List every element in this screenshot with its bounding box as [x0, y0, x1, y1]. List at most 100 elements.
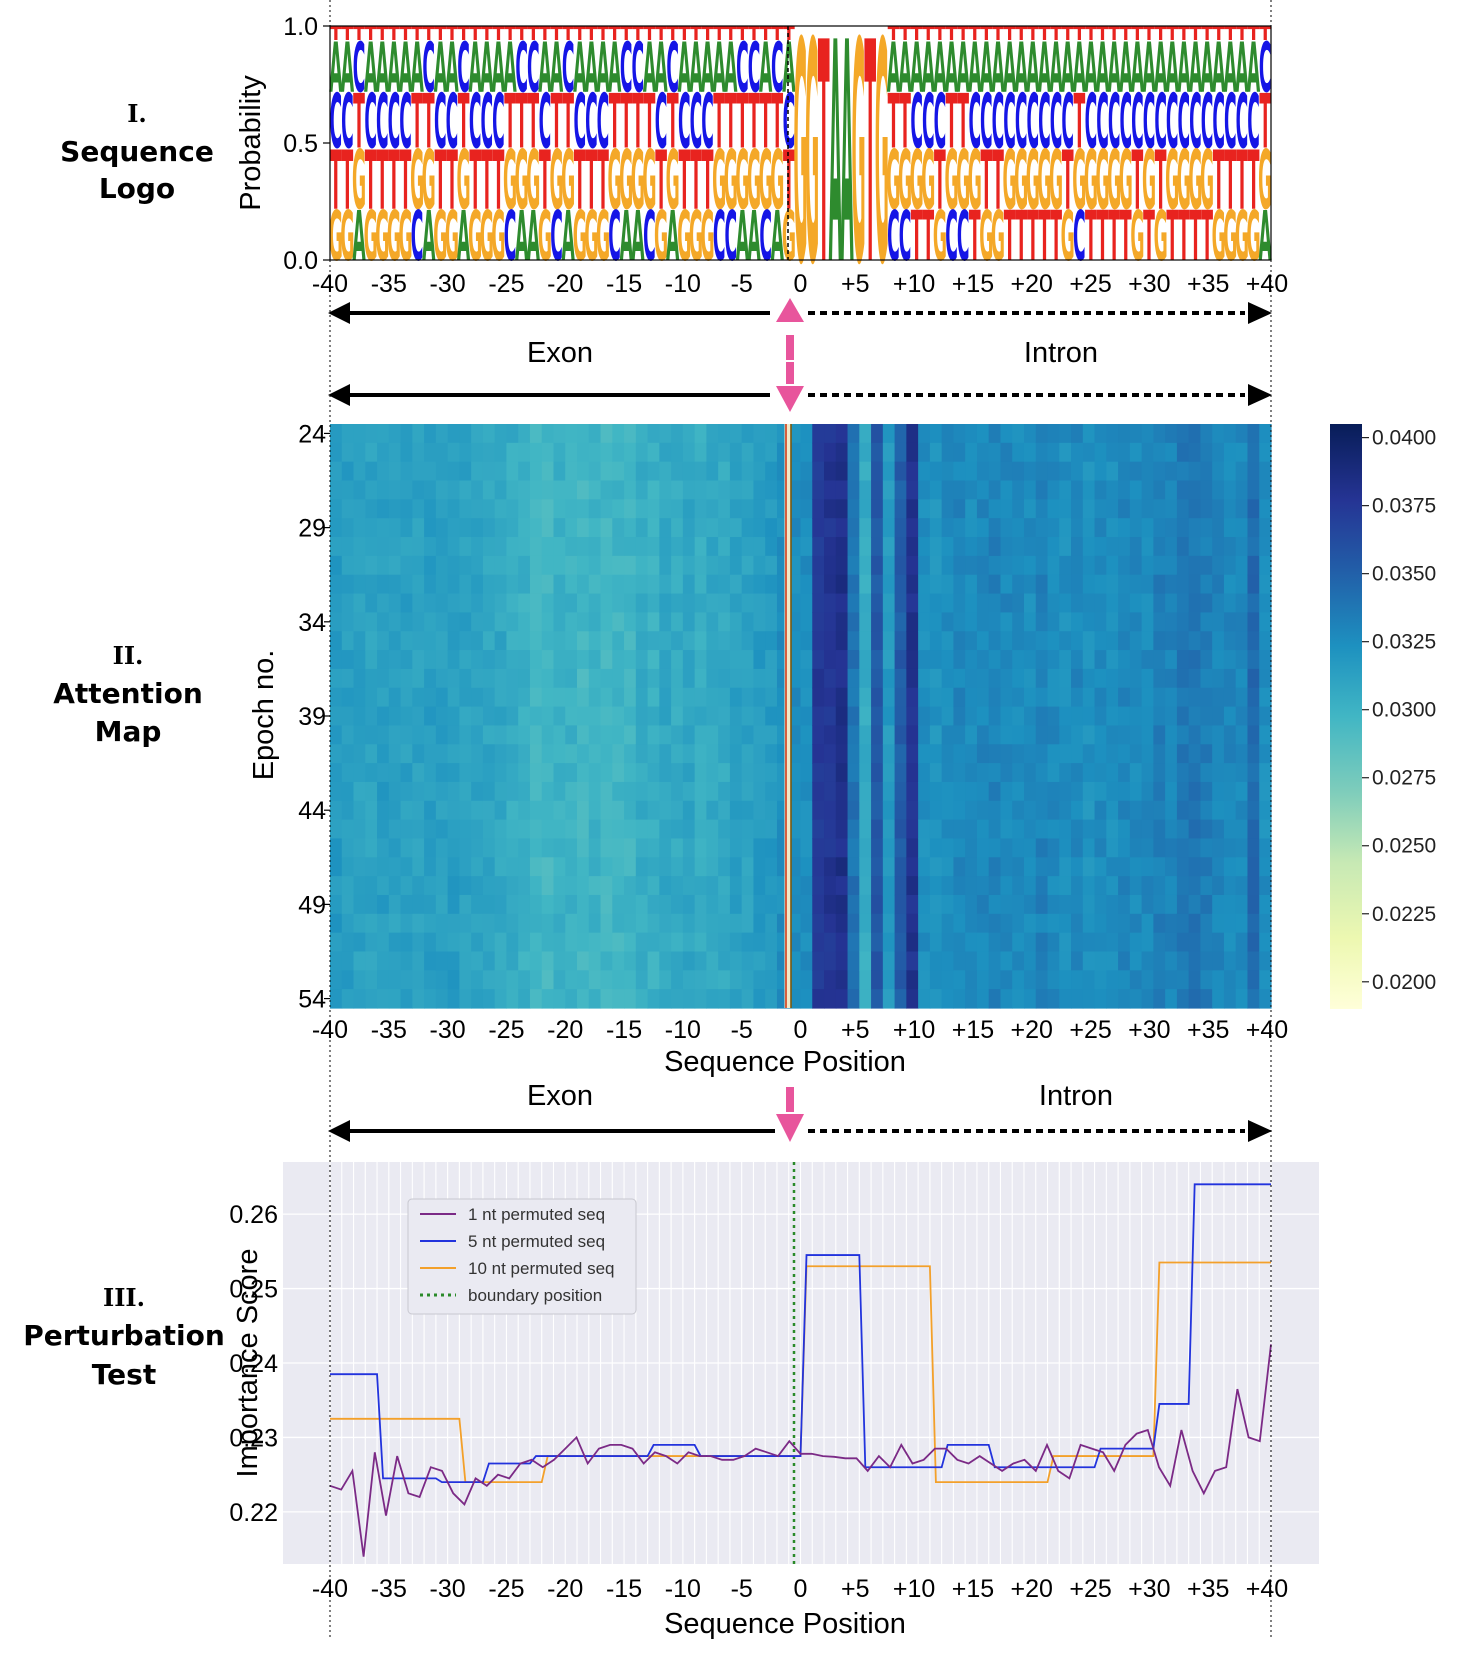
heatmap-cell: [988, 442, 1002, 463]
heatmap-cell: [835, 687, 849, 708]
heatmap-cell: [729, 970, 743, 990]
heatmap-cell: [341, 574, 355, 595]
heatmap-cell: [941, 932, 955, 953]
heatmap-cell: [400, 555, 413, 576]
heatmap-cell: [1094, 650, 1107, 670]
heatmap-cell: [494, 894, 508, 915]
heatmap-cell: [976, 894, 990, 915]
heatmap-cell: [1200, 424, 1213, 444]
heatmap-cell: [459, 932, 472, 953]
heatmap-cell: [953, 612, 966, 632]
heatmap-cell: [588, 593, 602, 613]
heatmap-cell: [365, 857, 378, 877]
heatmap-cell: [1200, 819, 1213, 840]
heatmap-cell: [1059, 612, 1072, 632]
heatmap-cell: [765, 857, 778, 877]
heatmap-cell: [694, 800, 707, 821]
heatmap-cell: [588, 442, 602, 463]
logo-letter: C: [1061, 79, 1074, 166]
heatmap-cell: [553, 574, 566, 595]
heatmap-cell: [330, 857, 343, 877]
heatmap-cell: [482, 706, 496, 727]
heatmap-cell: [1165, 763, 1178, 783]
heatmap-cell: [447, 612, 460, 632]
heatmap-cell: [1141, 650, 1154, 670]
heatmap-cell: [859, 424, 872, 444]
colorbar-tick: 0.0350: [1372, 563, 1436, 586]
heatmap-cell: [824, 480, 837, 500]
heatmap-cell: [1129, 838, 1143, 858]
logo-letter: A: [1049, 28, 1062, 108]
heatmap-cell: [765, 499, 778, 519]
heatmap-cell: [882, 631, 896, 651]
logo-letter: C: [922, 79, 935, 166]
heatmap-cell: [1153, 932, 1166, 953]
heatmap-cell: [1082, 574, 1096, 595]
heatmap-cell: [553, 706, 566, 727]
heatmap-cell: [447, 932, 460, 953]
heatmap-cell: [635, 838, 649, 858]
heatmap-cell: [365, 913, 378, 934]
perturbation-xtick: -10: [665, 1575, 701, 1603]
heatmap-cell: [1071, 725, 1084, 745]
heatmap-cell: [459, 442, 472, 463]
heatmap-cell: [894, 518, 907, 538]
logo-letter: A: [620, 197, 633, 277]
heatmap-cell: [1071, 913, 1084, 934]
logo-letter: T: [737, 79, 749, 166]
heatmap-cell: [506, 951, 519, 971]
logo-letter: C: [1119, 79, 1132, 166]
logo-letter: C: [457, 28, 470, 108]
heatmap-cell: [918, 876, 931, 896]
perturbation-ytick: 0.24: [229, 1350, 278, 1378]
heatmap-cell: [694, 706, 707, 727]
heatmap-cell: [929, 970, 943, 990]
heatmap-cell: [682, 894, 696, 915]
heatmap-cell: [494, 932, 508, 953]
heatmap-cell: [812, 876, 825, 896]
heatmap-cell: [482, 461, 496, 482]
heatmap-cell: [1059, 537, 1072, 557]
heatmap-cell: [953, 574, 966, 595]
heatmap-cell: [871, 518, 884, 538]
heatmap-cell: [1235, 593, 1249, 613]
heatmap-cell: [871, 970, 884, 990]
heatmap-cell: [929, 706, 943, 727]
heatmap-cell: [1012, 857, 1025, 877]
heatmap-cell: [506, 857, 519, 877]
heatmap-cell: [565, 876, 578, 896]
heatmap-cell: [1059, 499, 1072, 519]
logo-letter: G: [1095, 134, 1109, 228]
heatmap-cell: [988, 555, 1002, 576]
heatmap-cell: [635, 913, 649, 934]
logo-letter: A: [643, 28, 656, 108]
heatmap-cell: [647, 894, 660, 915]
heatmap-cell: [541, 668, 555, 689]
heatmap-cell: [1223, 480, 1237, 500]
heatmap-cell: [706, 744, 719, 764]
heatmap-xtick: +15: [952, 1016, 994, 1044]
heatmap-cell: [471, 612, 484, 632]
heatmap-cell: [871, 480, 884, 500]
heatmap-cell: [847, 838, 860, 858]
heatmap-cell: [612, 593, 625, 613]
heatmap-cell: [682, 706, 696, 727]
logo-letter: C: [597, 79, 610, 166]
heatmap-cell: [1012, 631, 1025, 651]
heatmap-cell: [824, 555, 837, 576]
heatmap-x-axis-title: Sequence Position: [664, 1046, 906, 1078]
heatmap-cell: [871, 894, 884, 915]
heatmap-cell: [788, 838, 802, 858]
heatmap-cell: [859, 913, 872, 934]
heatmap-cell: [718, 951, 731, 971]
heatmap-cell: [341, 442, 355, 463]
heatmap-cell: [659, 913, 672, 934]
perturbation-xtick: +25: [1069, 1575, 1111, 1603]
heatmap-cell: [882, 781, 896, 802]
logo-letter: G: [770, 134, 784, 228]
heatmap-cell: [388, 989, 402, 1009]
section-label-attention-map: II. Attention Map: [53, 641, 203, 748]
heatmap-cell: [529, 989, 543, 1009]
heatmap-cell: [859, 894, 872, 915]
logo-letter: G: [515, 134, 529, 228]
